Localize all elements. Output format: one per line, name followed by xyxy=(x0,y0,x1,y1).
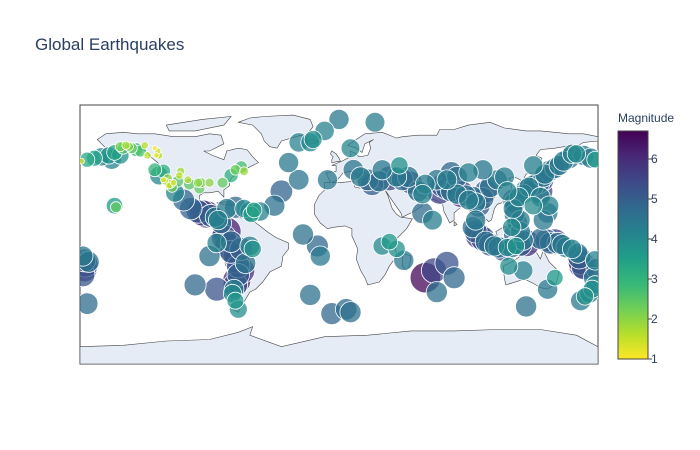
land-antarctica xyxy=(80,326,598,364)
earthquake-marker[interactable] xyxy=(499,256,519,276)
land-britain xyxy=(330,150,341,163)
earthquake-marker[interactable] xyxy=(288,169,310,191)
earthquake-marker[interactable] xyxy=(412,184,433,205)
chart-title: Global Earthquakes xyxy=(35,35,184,54)
earthquake-marker[interactable] xyxy=(169,179,178,187)
earthquake-marker[interactable] xyxy=(204,177,215,188)
earthquake-marker[interactable] xyxy=(175,171,184,180)
earthquake-marker[interactable] xyxy=(278,152,300,174)
earthquake-marker[interactable] xyxy=(546,269,564,287)
earthquake-marker[interactable] xyxy=(140,141,149,150)
earthquake-marker[interactable] xyxy=(76,292,99,315)
earthquake-marker[interactable] xyxy=(73,245,94,267)
earthquake-marker[interactable] xyxy=(340,138,361,159)
earthquake-marker[interactable] xyxy=(364,112,386,133)
colorbar-title: Magnitude xyxy=(618,111,674,125)
earthquake-marker[interactable] xyxy=(465,209,487,231)
earthquake-marker[interactable] xyxy=(208,210,229,231)
earthquake-marker[interactable] xyxy=(515,295,538,318)
marker-layer xyxy=(73,108,604,326)
earthquake-marker[interactable] xyxy=(229,164,242,176)
earthquake-marker[interactable] xyxy=(523,196,543,216)
earthquake-marker[interactable] xyxy=(309,245,331,267)
earthquake-marker[interactable] xyxy=(497,181,518,202)
earthquake-marker[interactable] xyxy=(151,145,158,152)
earthquake-marker[interactable] xyxy=(561,238,583,259)
earthquake-marker[interactable] xyxy=(303,130,323,149)
land-sri-lanka xyxy=(453,220,458,227)
colorbar-tick-label: 2 xyxy=(651,312,658,326)
earthquake-marker[interactable] xyxy=(239,166,249,177)
earthquake-marker[interactable] xyxy=(153,152,160,159)
earthquake-marker[interactable] xyxy=(291,223,314,246)
earthquake-marker[interactable] xyxy=(506,236,526,256)
earthquake-marker[interactable] xyxy=(350,166,372,188)
earthquake-marker[interactable] xyxy=(316,169,338,191)
earthquake-marker[interactable] xyxy=(183,273,207,297)
colorbar-tick-label: 5 xyxy=(651,192,658,206)
colorbar-ticks: 1 2 3 4 5 6 xyxy=(648,152,658,366)
earthquake-marker[interactable] xyxy=(523,155,544,176)
earthquake-marker[interactable] xyxy=(586,151,604,169)
earthquake-marker[interactable] xyxy=(206,233,227,254)
earthquake-marker[interactable] xyxy=(245,201,263,219)
earthquake-marker[interactable] xyxy=(147,162,163,178)
earthquake-marker[interactable] xyxy=(78,157,85,165)
earthquake-marker[interactable] xyxy=(216,176,229,189)
earthquake-marker[interactable] xyxy=(566,144,587,164)
earthquake-marker[interactable] xyxy=(328,108,350,130)
earthquake-marker[interactable] xyxy=(422,209,443,231)
earthquake-marker[interactable] xyxy=(160,176,167,184)
colorbar-bar xyxy=(617,130,649,360)
earthquake-marker[interactable] xyxy=(183,175,193,185)
colorbar-tick-label: 3 xyxy=(651,272,658,286)
earthquake-marker[interactable] xyxy=(371,159,393,181)
colorbar-tick-label: 6 xyxy=(651,152,658,166)
earthquake-marker[interactable] xyxy=(458,189,479,211)
earthquake-marker[interactable] xyxy=(143,151,152,160)
earthquake-marker[interactable] xyxy=(575,287,595,306)
earthquake-marker[interactable] xyxy=(436,169,458,191)
land-greenland xyxy=(237,114,314,149)
earthquake-marker[interactable] xyxy=(585,250,604,271)
earthquake-marker[interactable] xyxy=(243,239,262,258)
colorbar-tick-label: 4 xyxy=(651,232,658,246)
earthquake-marker[interactable] xyxy=(390,156,409,175)
earthquake-marker[interactable] xyxy=(121,140,131,150)
earthquake-marker[interactable] xyxy=(192,177,203,188)
earthquake-marker[interactable] xyxy=(380,232,399,251)
colorbar-tick-label: 1 xyxy=(651,352,658,366)
earthquake-marker[interactable] xyxy=(502,217,522,237)
earthquake-marker[interactable] xyxy=(458,162,479,183)
land-arctic-islands xyxy=(165,116,232,132)
earthquake-marker[interactable] xyxy=(442,266,466,290)
earthquake-marker[interactable] xyxy=(110,201,122,214)
colorbar: Magnitude 1 2 3 4 5 6 xyxy=(617,111,674,366)
earthquake-marker[interactable] xyxy=(226,291,245,310)
earthquake-marker[interactable] xyxy=(425,281,448,304)
earthquake-marker[interactable] xyxy=(299,283,322,306)
earthquake-marker[interactable] xyxy=(339,301,362,324)
map-frame xyxy=(73,104,604,365)
